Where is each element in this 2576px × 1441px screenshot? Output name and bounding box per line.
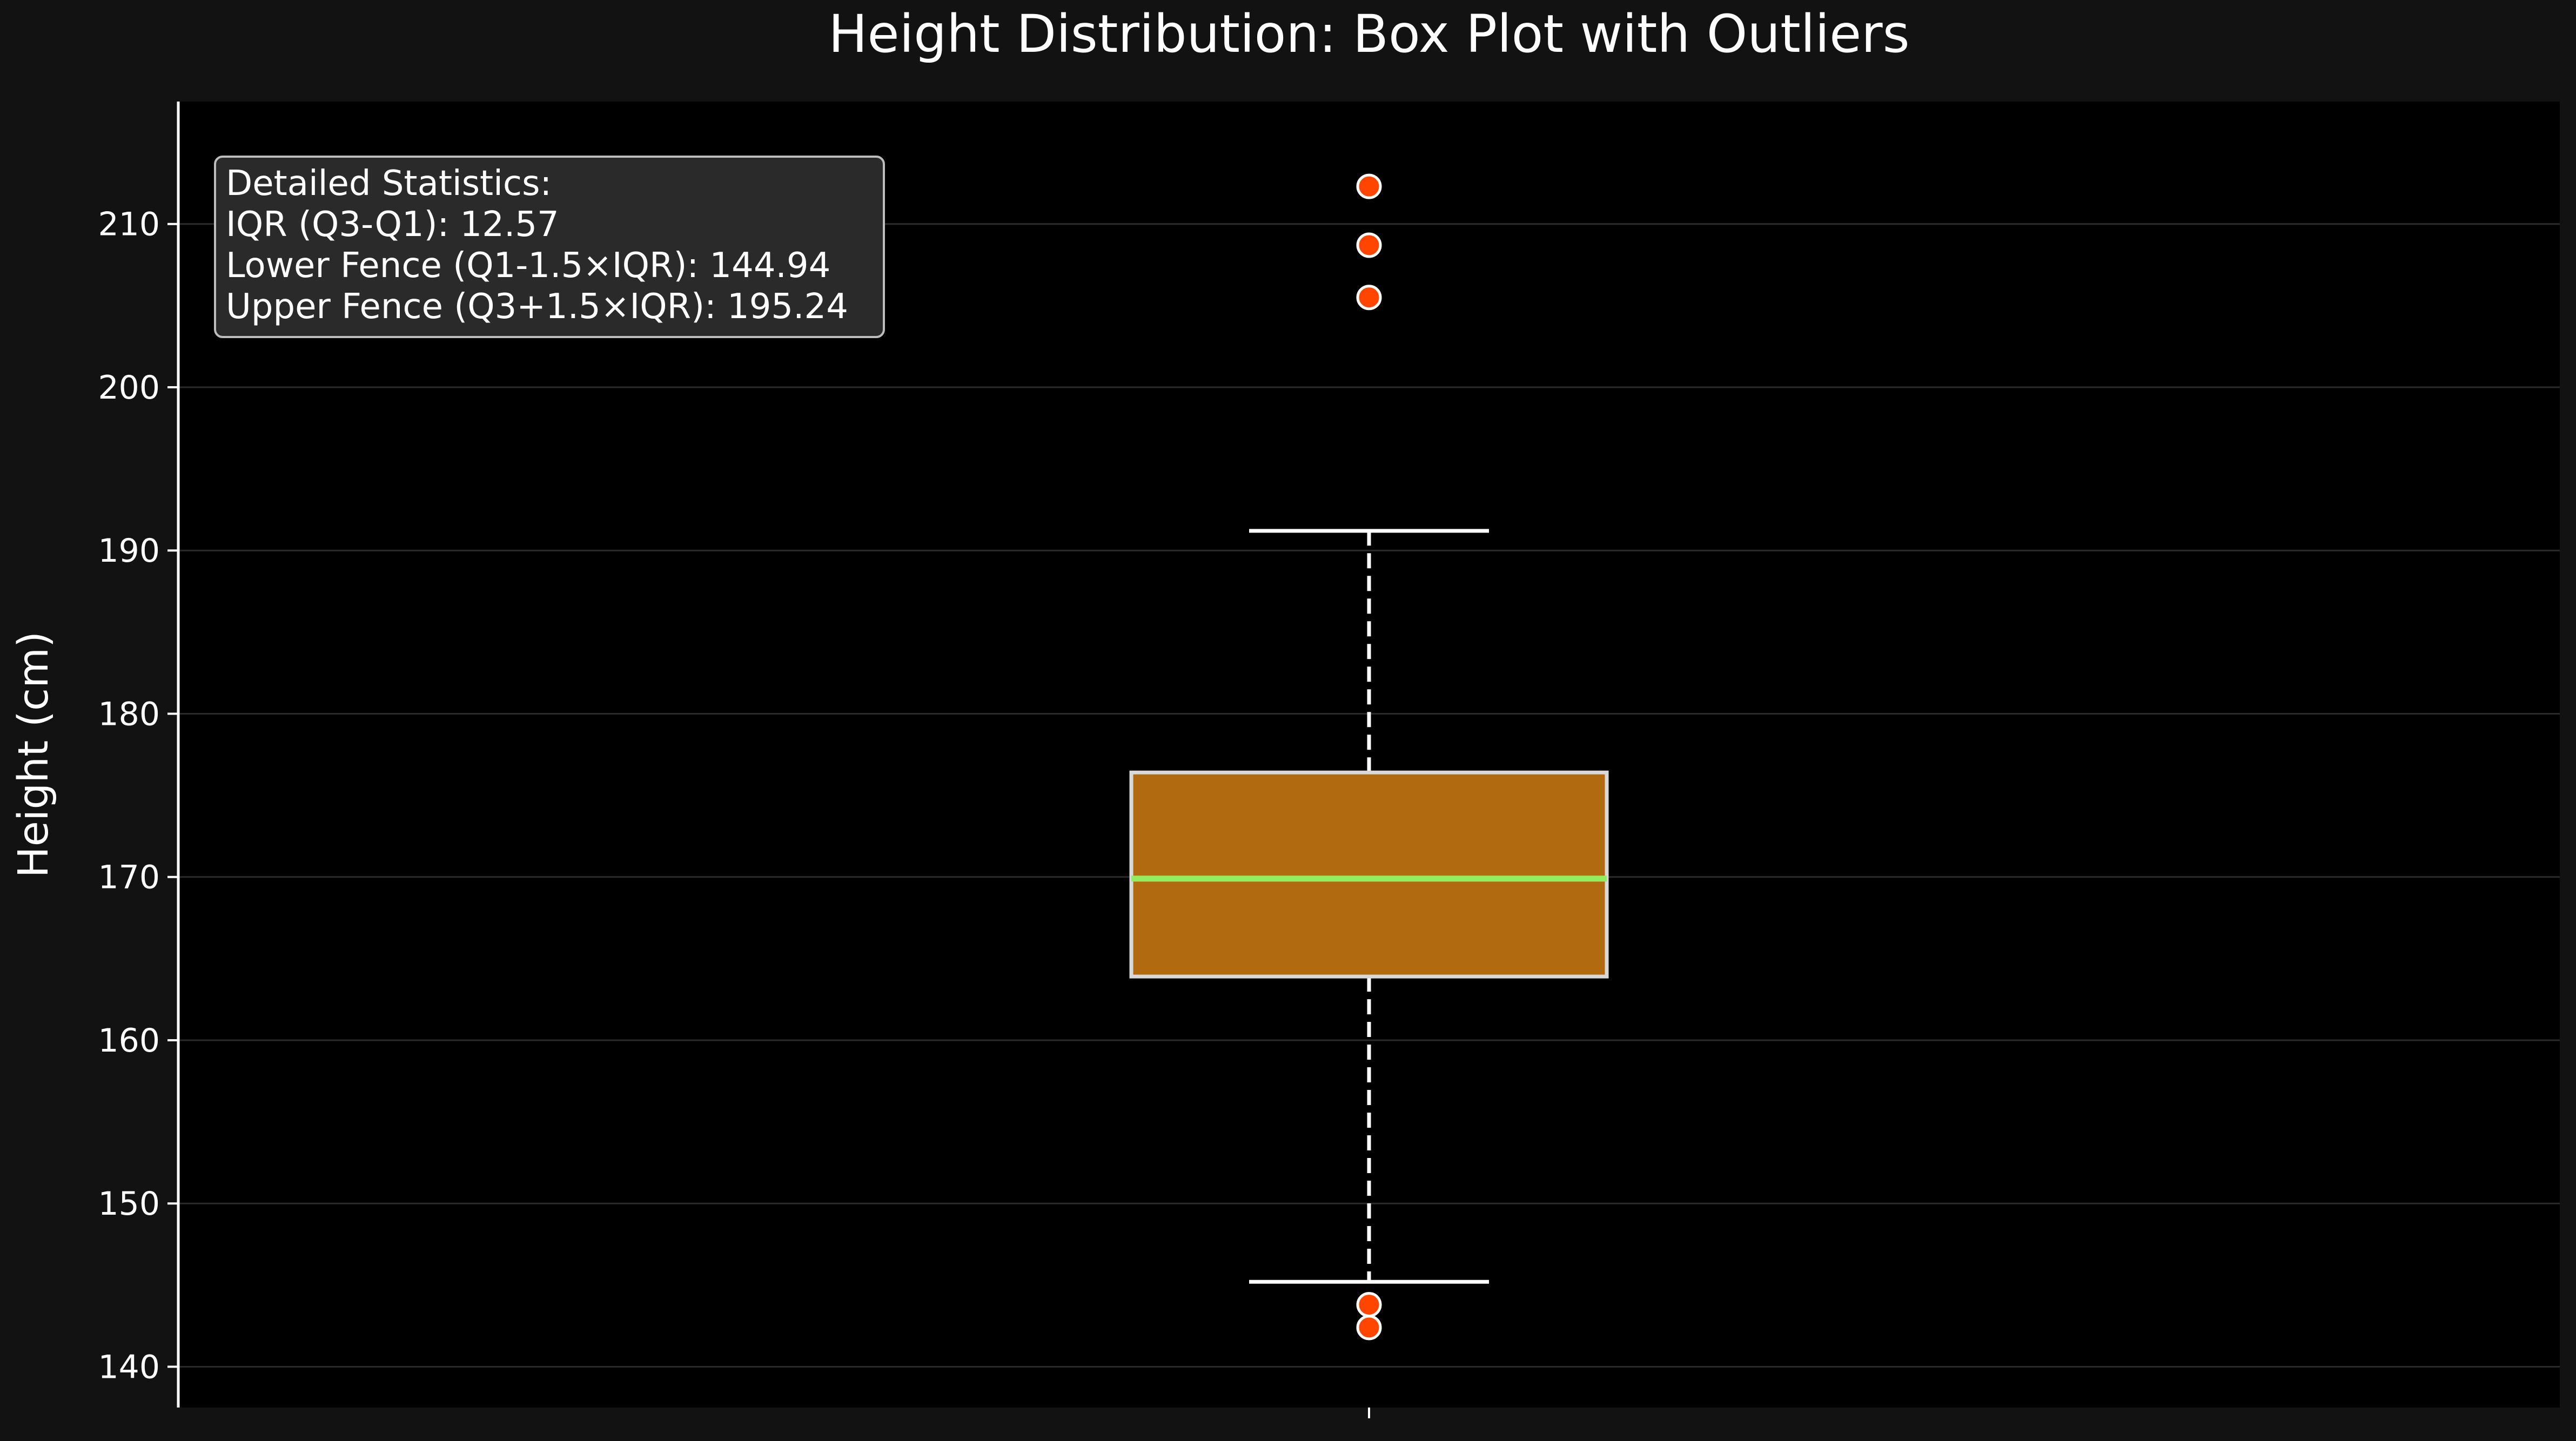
chart-title: Height Distribution: Box Plot with Outli… <box>828 4 1909 64</box>
stats-box-frame <box>214 156 885 338</box>
y-tick-label: 210 <box>98 206 160 244</box>
y-tick-label: 180 <box>98 695 160 733</box>
y-tick-label: 160 <box>98 1022 160 1060</box>
y-tick-label: 140 <box>98 1348 160 1386</box>
outlier-point <box>1356 285 1382 311</box>
stats-line-lower-fence: Lower Fence (Q1-1.5×IQR): 144.94 <box>226 246 830 286</box>
outlier-point <box>1356 1315 1382 1341</box>
y-tick-label: 150 <box>98 1185 160 1223</box>
y-tick-label: 200 <box>98 369 160 407</box>
stats-box: Detailed Statistics: IQR (Q3-Q1): 12.57 … <box>214 156 885 338</box>
box-plot <box>1129 173 1609 1341</box>
outlier-point <box>1356 173 1382 199</box>
stats-line-upper-fence: Upper Fence (Q3+1.5×IQR): 195.24 <box>226 287 848 327</box>
y-tick-label: 170 <box>98 859 160 897</box>
y-axis: 140 150 160 170 180 190 200 210 <box>98 102 1370 1418</box>
stats-line-heading: Detailed Statistics: <box>226 164 552 204</box>
iqr-box <box>1129 770 1609 979</box>
y-tick-label: 190 <box>98 532 160 570</box>
outlier-point <box>1356 1292 1382 1318</box>
y-axis-label: Height (cm) <box>10 631 58 878</box>
outlier-point <box>1356 232 1382 258</box>
stats-line-iqr: IQR (Q3-Q1): 12.57 <box>226 205 559 245</box>
